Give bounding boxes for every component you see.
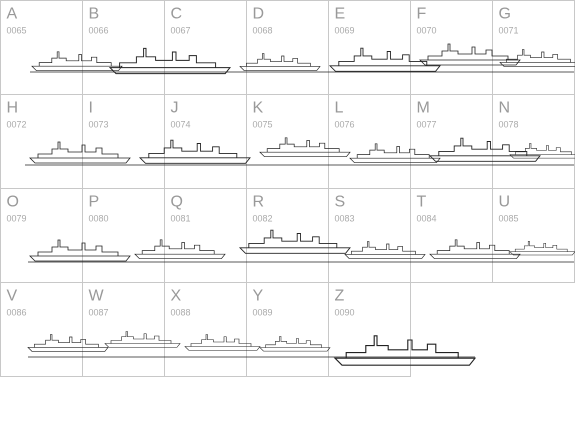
cell-code: 0074 (171, 120, 191, 130)
cell-letter: Y (253, 288, 264, 305)
cell-code: 0083 (335, 214, 355, 224)
cell-code: 0087 (89, 308, 109, 318)
cell-code: 0085 (499, 214, 519, 224)
glyph-cell: B 0066 (82, 0, 165, 95)
cell-letter: J (171, 100, 179, 117)
glyph-cell: D 0068 (246, 0, 329, 95)
glyph-cell: M 0077 (410, 94, 493, 189)
glyph-cell: V 0086 (0, 282, 83, 377)
cell-code: 0071 (499, 26, 519, 36)
cell-code: 0072 (7, 120, 27, 130)
cell-code: 0081 (171, 214, 191, 224)
cell-code: 0076 (335, 120, 355, 130)
cell-code: 0066 (89, 26, 109, 36)
cell-letter: K (253, 100, 264, 117)
cell-letter: N (499, 100, 511, 117)
cell-code: 0075 (253, 120, 273, 130)
glyph-cell: Z 0090 (328, 282, 411, 377)
cell-letter: L (335, 100, 344, 117)
cell-letter: V (7, 288, 18, 305)
cell-letter: H (7, 100, 19, 117)
glyph-cell: C 0067 (164, 0, 247, 95)
glyph-cell: Y 0089 (246, 282, 329, 377)
cell-code: 0090 (335, 308, 355, 318)
cell-code: 0069 (335, 26, 355, 36)
cell-code: 0078 (499, 120, 519, 130)
cell-letter: T (417, 194, 427, 211)
cell-code: 0084 (417, 214, 437, 224)
cell-letter: Q (171, 194, 183, 211)
glyph-cell: Q 0081 (164, 188, 247, 283)
cell-border (328, 282, 411, 377)
glyph-outlines (25, 43, 575, 366)
glyph-cell: G 0071 (492, 0, 575, 95)
glyph-cell: L 0076 (328, 94, 411, 189)
cell-letter: X (171, 288, 182, 305)
cell-letter: O (7, 194, 19, 211)
cell-code: 0079 (7, 214, 27, 224)
glyph-cell: O 0079 (0, 188, 83, 283)
cell-code: 0089 (253, 308, 273, 318)
glyph-cell: A 0065 (0, 0, 83, 95)
glyph-cell: X 0088 (164, 282, 247, 377)
glyph-cell: R 0082 (246, 188, 329, 283)
glyph-cell: F 0070 (410, 0, 493, 95)
glyph-cell: S 0083 (328, 188, 411, 283)
glyph-cell: H 0072 (0, 94, 83, 189)
cell-code: 0068 (253, 26, 273, 36)
glyph-cell: K 0075 (246, 94, 329, 189)
glyph-cell: P 0080 (82, 188, 165, 283)
glyph-cell: T 0084 (410, 188, 493, 283)
cell-letter: P (89, 194, 100, 211)
cell-letter: C (171, 6, 183, 23)
cell-code: 0073 (89, 120, 109, 130)
cell-code: 0065 (7, 26, 27, 36)
cell-letter: S (335, 194, 346, 211)
cell-letter: B (89, 6, 100, 23)
cell-letter: F (417, 6, 427, 23)
cell-code: 0070 (417, 26, 437, 36)
cell-letter: W (89, 288, 105, 305)
cell-border (82, 94, 165, 189)
glyph-cell: E 0069 (328, 0, 411, 95)
glyph-cell: J 0074 (164, 94, 247, 189)
cell-code: 0080 (89, 214, 109, 224)
cell-letter: D (253, 6, 265, 23)
cell-code: 0086 (7, 308, 27, 318)
glyph-cell: N 0078 (492, 94, 575, 189)
cell-letter: I (89, 100, 93, 117)
cell-letter: R (253, 194, 265, 211)
cell-letter: G (499, 6, 511, 23)
glyph-cell: U 0085 (492, 188, 575, 283)
cell-letter: M (417, 100, 430, 117)
cell-letter: E (335, 6, 346, 23)
cell-letter: U (499, 194, 511, 211)
cell-code: 0088 (171, 308, 191, 318)
cell-letter: Z (335, 288, 345, 305)
glyph-cell: I 0073 (82, 94, 165, 189)
cell-code: 0082 (253, 214, 273, 224)
cell-code: 0077 (417, 120, 437, 130)
cell-code: 0067 (171, 26, 191, 36)
cell-letter: A (7, 6, 18, 23)
glyph-cell: W 0087 (82, 282, 165, 377)
